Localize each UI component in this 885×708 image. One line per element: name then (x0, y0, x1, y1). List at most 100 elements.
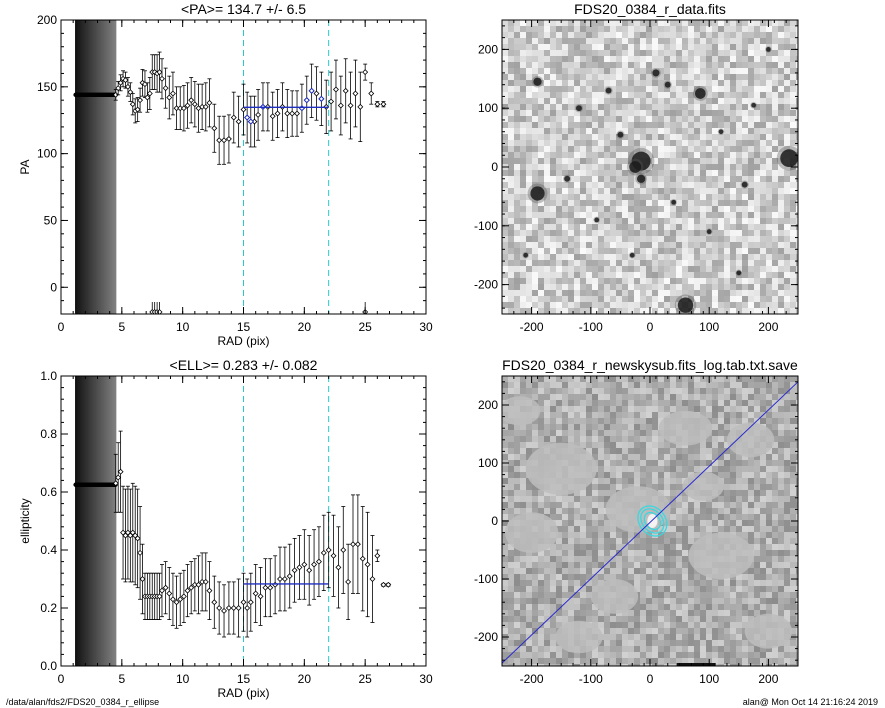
image-pixel (772, 490, 779, 497)
image-pixel (580, 260, 587, 267)
image-pixel (634, 406, 641, 413)
image-pixel (760, 104, 767, 111)
image-pixel (526, 50, 533, 57)
image-pixel (568, 62, 575, 69)
image-pixel (700, 80, 707, 87)
image-pixel (748, 26, 755, 33)
data-point (211, 125, 218, 132)
image-pixel (592, 430, 599, 437)
image-pixel (568, 418, 575, 425)
image-pixel (532, 98, 539, 105)
image-pixel (634, 430, 641, 437)
image-pixel (508, 176, 515, 183)
data-point (255, 111, 262, 118)
image-pixel (538, 20, 545, 27)
image-pixel (526, 484, 533, 491)
image-pixel (748, 170, 755, 177)
image-pixel (706, 296, 713, 303)
image-pixel (586, 116, 593, 123)
image-pixel (688, 170, 695, 177)
image-pixel (778, 460, 785, 467)
image-pixel (712, 260, 719, 267)
image-pixel (724, 260, 731, 267)
image-pixel (790, 400, 797, 407)
image-pixel (682, 92, 689, 99)
image-pixel (604, 406, 611, 413)
image-pixel (550, 436, 557, 443)
image-pixel (742, 260, 749, 267)
image-pixel (622, 86, 629, 93)
image-pixel (790, 412, 797, 419)
image-pixel (688, 296, 695, 303)
image-pixel (748, 62, 755, 69)
image-pixel (568, 188, 575, 195)
image-pixel (634, 466, 641, 473)
image-pixel (772, 176, 779, 183)
image-pixel (682, 388, 689, 395)
image-pixel (598, 260, 605, 267)
image-pixel (556, 176, 563, 183)
image-pixel (508, 116, 515, 123)
image-pixel (628, 242, 635, 249)
image-pixel (622, 418, 629, 425)
image-pixel (658, 158, 665, 165)
inner-band-strip (103, 20, 106, 314)
image-pixel (772, 98, 779, 105)
image-pixel (700, 62, 707, 69)
image-pixel (772, 242, 779, 249)
image-pixel (712, 92, 719, 99)
image-pixel (736, 302, 743, 309)
image-pixel (634, 218, 641, 225)
image-pixel (718, 254, 725, 261)
image-pixel (628, 122, 635, 129)
image-pixel (778, 182, 785, 189)
image-pixel (526, 140, 533, 147)
image-pixel (502, 200, 509, 207)
image-pixel (706, 38, 713, 45)
source (780, 149, 798, 168)
image-pixel (550, 236, 557, 243)
image-pixel (796, 394, 798, 401)
image-pixel (514, 158, 521, 165)
image-pixel (562, 212, 569, 219)
image-pixel (562, 200, 569, 207)
image-pixel (664, 406, 671, 413)
image-pixel (556, 158, 563, 165)
image-pixel (604, 164, 611, 171)
image-pixel (520, 152, 527, 159)
image-pixel (664, 116, 671, 123)
image-pixel (694, 460, 701, 467)
image-pixel (700, 278, 707, 285)
image-pixel (580, 520, 587, 527)
image-pixel (580, 176, 587, 183)
image-pixel (796, 254, 798, 261)
image-pixel (670, 38, 677, 45)
image-pixel (718, 212, 725, 219)
image-pixel (544, 38, 551, 45)
image-pixel (574, 212, 581, 219)
image-pixel (526, 86, 533, 93)
image-pixel (628, 128, 635, 135)
image-pixel (544, 254, 551, 261)
image-pixel (790, 406, 797, 413)
image-pixel (736, 266, 743, 273)
image-pixel (520, 472, 527, 479)
source (605, 87, 612, 94)
image-pixel (682, 122, 689, 129)
image-pixel (622, 424, 629, 431)
image-pixel (712, 98, 719, 105)
image-pixel (532, 134, 539, 141)
image-pixel (556, 200, 563, 207)
image-pixel (670, 140, 677, 147)
image-pixel (616, 74, 623, 81)
image-pixel (580, 436, 587, 443)
image-pixel (664, 230, 671, 237)
source (664, 81, 671, 88)
image-pixel (562, 38, 569, 45)
image-pixel (646, 116, 653, 123)
image-pixel (514, 254, 521, 261)
image-pixel (718, 170, 725, 177)
image-pixel (694, 448, 701, 455)
image-pixel (736, 20, 743, 27)
image-pixel (688, 224, 695, 231)
